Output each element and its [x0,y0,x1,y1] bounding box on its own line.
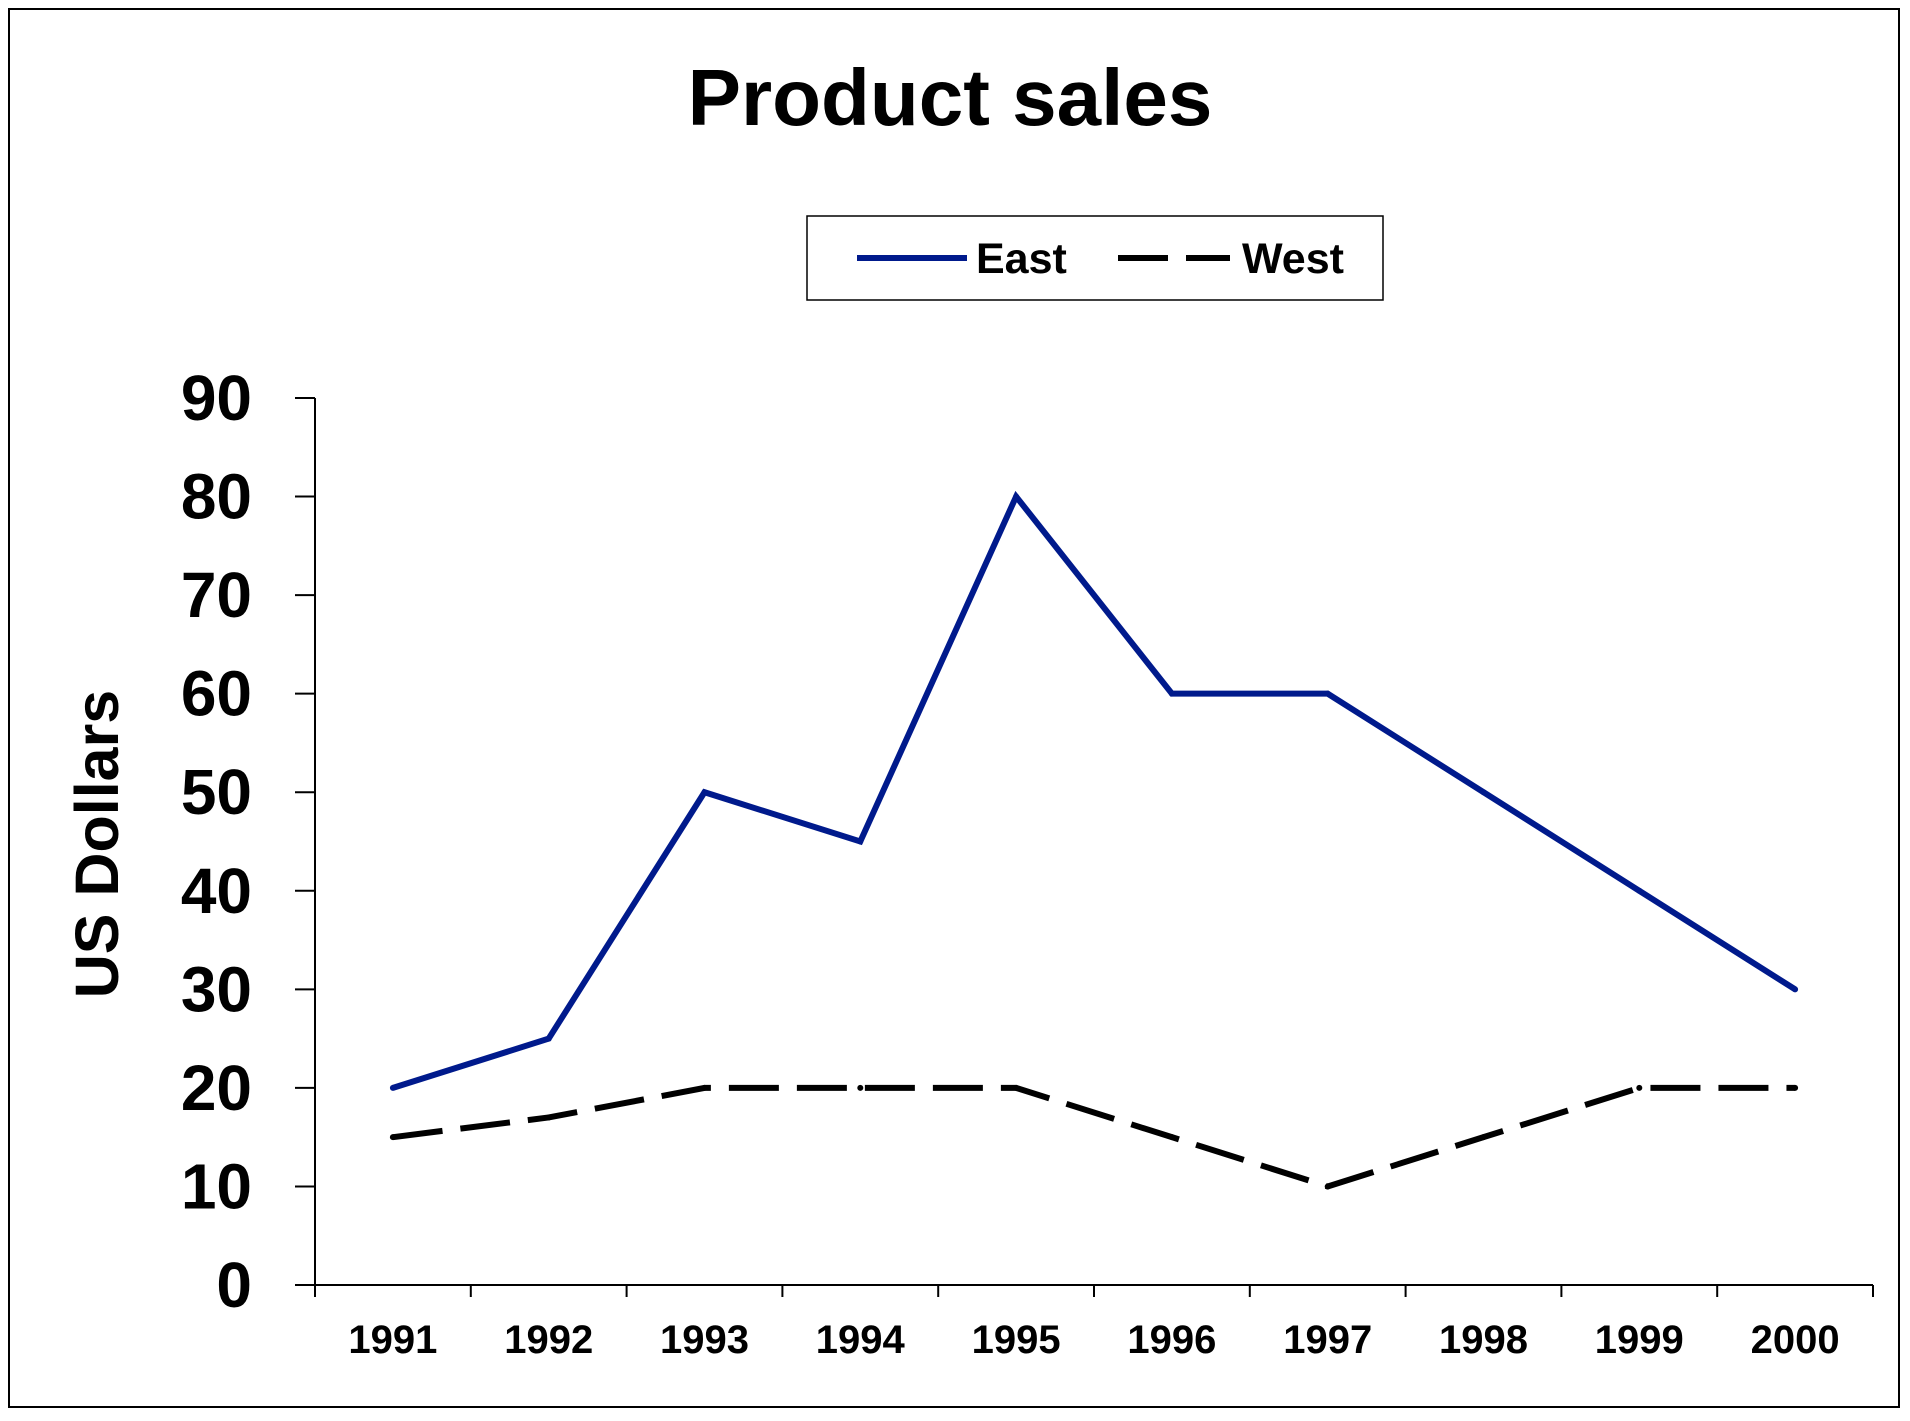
x-tick-label: 2000 [1751,1318,1840,1362]
y-tick-label: 60 [181,658,252,730]
data-point-east [1324,690,1331,697]
y-axis-ticks: 0 10 20 30 40 50 60 70 80 90 [181,362,315,1321]
y-tick-label: 10 [181,1150,252,1222]
data-point-west [1636,1084,1643,1091]
series-line-west [392,1084,1796,1190]
x-tick-label: 1991 [348,1318,437,1362]
data-point-west [545,1114,552,1121]
data-point-east [1013,493,1020,500]
data-point-west [1013,1084,1020,1091]
data-point-east [1480,789,1487,796]
data-point-west [1792,1084,1799,1091]
series-layer [389,490,1799,1190]
data-point-east [1636,887,1643,894]
data-point-west [1324,1183,1331,1190]
y-tick-label: 20 [181,1052,252,1124]
x-tick-label: 1998 [1439,1318,1528,1362]
x-tick-label: 1997 [1283,1318,1372,1362]
data-point-west [701,1084,708,1091]
y-tick-label: 80 [181,461,252,533]
data-point-east [701,789,708,796]
data-point-east [857,838,864,845]
legend-label-east: East [976,235,1067,283]
y-tick-label: 40 [181,855,252,927]
data-point-west [389,1134,396,1141]
data-point-west [1168,1134,1175,1141]
x-axis-ticks: 1991 1992 1993 1994 1995 1996 1997 1998 1999 2000 [314,1285,1874,1362]
series-line-east [391,490,1797,1091]
legend-label-west: West [1242,235,1344,283]
data-point-west [1480,1134,1487,1141]
y-tick-label: 30 [181,953,252,1025]
x-tick-label: 1996 [1127,1318,1216,1362]
y-tick-label: 90 [181,362,252,434]
chart-title: Product sales [688,53,1213,142]
legend: East West [806,215,1384,301]
data-point-west [857,1084,864,1091]
x-tick-label: 1993 [660,1318,749,1362]
data-point-east [1168,690,1175,697]
y-tick-label: 70 [181,559,252,631]
data-point-east [389,1084,396,1091]
y-tick-label: 50 [181,756,252,828]
y-axis-label: US Dollars [63,690,131,999]
x-tick-label: 1992 [504,1318,593,1362]
data-point-east [1792,986,1799,993]
x-tick-label: 1999 [1595,1318,1684,1362]
x-tick-label: 1994 [816,1318,906,1362]
y-tick-label: 0 [216,1249,252,1321]
x-tick-label: 1995 [972,1318,1061,1362]
data-point-east [545,1035,552,1042]
